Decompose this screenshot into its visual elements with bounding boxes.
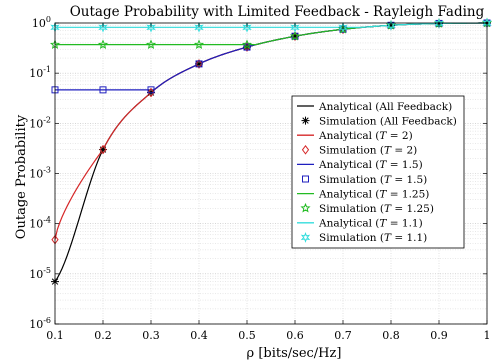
x-tick-label: 0.1 — [46, 329, 64, 342]
simulation-point — [147, 86, 155, 94]
x-axis-label: ρ [bits/sec/Hz] — [247, 346, 342, 361]
simulation-point — [241, 39, 253, 49]
x-tick-label: 0.7 — [334, 329, 352, 342]
simulation-point — [99, 144, 107, 155]
series-lines — [54, 22, 488, 282]
legend-label: Simulation (T = 1.25) — [319, 203, 434, 215]
axis-ticks: 0.1 0.2 0.3 0.4 0.5 0.6 0.7 0.8 0.9 1 10-6 10-5 10-4… — [29, 15, 490, 342]
legend-entry: Analytical (T = 1.25) — [297, 188, 429, 200]
simulation-point — [97, 39, 109, 49]
y-tick-label: 10-5 — [29, 266, 51, 281]
x-tick-label: 0.3 — [142, 329, 160, 342]
legend-entry: Analytical (T = 1.1) — [297, 218, 423, 230]
analytical-line — [55, 22, 488, 28]
simulation-point — [99, 86, 107, 94]
simulation-point — [195, 59, 203, 69]
legend-entry: Analytical (T = 2) — [297, 130, 413, 142]
simulation-point — [147, 87, 155, 98]
y-tick-label: 10-2 — [29, 115, 51, 130]
chart-legend: Analytical (All Feedback) Simulation (All… — [291, 95, 465, 249]
simulation-point — [434, 17, 444, 29]
y-tick-label: 100 — [32, 15, 51, 30]
simulation-point — [290, 21, 300, 33]
simulation-point — [243, 43, 251, 51]
legend-entry: Analytical (T = 1.5) — [297, 159, 423, 171]
y-tick-label: 10-6 — [29, 316, 51, 331]
legend-entry: Simulation (T = 1.1) — [300, 231, 427, 244]
legend-entry: Analytical (All Feedback) — [297, 101, 452, 113]
simulation-point — [98, 21, 108, 33]
x-tick-label: 0.5 — [238, 329, 256, 342]
legend-label: Simulation (T = 1.1) — [319, 232, 427, 244]
simulation-point — [146, 21, 156, 33]
x-tick-label: 0.8 — [382, 329, 400, 342]
simulation-point — [242, 21, 252, 33]
legend-label: Simulation (T = 1.5) — [319, 174, 427, 186]
legend-entry: Simulation (T = 1.25) — [300, 202, 434, 215]
x-tick-label: 0.4 — [190, 329, 208, 342]
legend-label: Analytical (T = 1.1) — [318, 218, 423, 230]
y-axis-label: Outage Probability — [14, 114, 29, 239]
legend-label: Analytical (All Feedback) — [318, 101, 452, 113]
legend-entry: Simulation (T = 1.5) — [302, 174, 427, 186]
series-markers — [49, 17, 493, 286]
simulation-point — [194, 21, 204, 33]
legend-label: Simulation (T = 2) — [319, 145, 417, 157]
y-tick-label: 10-3 — [29, 166, 51, 181]
chart-title: Outage Probability with Limited Feedback… — [70, 4, 485, 20]
legend-label: Analytical (T = 1.25) — [318, 188, 429, 200]
y-tick-label: 10-4 — [29, 216, 51, 231]
simulation-point — [145, 39, 157, 49]
simulation-point — [193, 39, 205, 49]
legend-label: Simulation (All Feedback) — [319, 115, 457, 127]
x-tick-label: 1 — [484, 329, 491, 342]
legend-entry: Simulation (All Feedback) — [301, 115, 457, 127]
legend-label: Analytical (T = 1.5) — [318, 159, 423, 171]
x-tick-label: 0.9 — [430, 329, 448, 342]
simulation-point — [289, 30, 301, 41]
simulation-point — [195, 60, 203, 68]
simulation-point — [338, 21, 348, 33]
x-tick-label: 0.6 — [286, 329, 304, 342]
legend-label: Analytical (T = 2) — [318, 130, 413, 142]
legend-box — [291, 95, 465, 249]
x-tick-label: 0.2 — [94, 329, 112, 342]
y-tick-label: 10-1 — [29, 65, 51, 80]
legend-entry: Simulation (T = 2) — [301, 145, 417, 157]
